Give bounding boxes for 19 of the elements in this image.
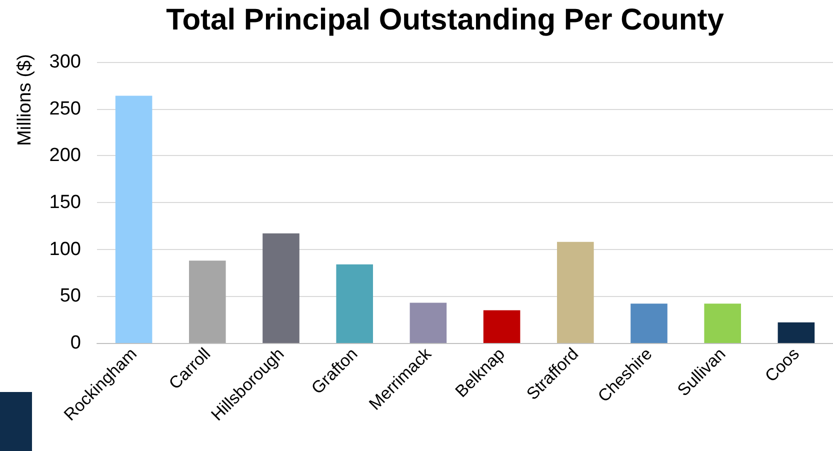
bar <box>483 310 520 343</box>
bar <box>115 96 152 343</box>
y-axis-title: Millions ($) <box>14 54 36 146</box>
y-tick-label: 150 <box>49 192 81 213</box>
bar <box>630 304 668 343</box>
bar <box>557 242 594 343</box>
bar <box>410 302 447 343</box>
y-tick-label: 100 <box>49 238 81 260</box>
y-tick-label: 250 <box>49 98 81 120</box>
bar <box>336 264 373 343</box>
chart-title: Total Principal Outstanding Per County <box>166 4 724 36</box>
bar <box>262 233 300 343</box>
bar <box>704 304 741 343</box>
y-tick-label: 200 <box>49 145 81 166</box>
y-tick-label: 300 <box>49 52 81 72</box>
bar <box>189 260 226 343</box>
bar <box>778 322 815 343</box>
y-tick-label: 0 <box>70 332 81 354</box>
y-tick-label: 50 <box>60 286 81 307</box>
